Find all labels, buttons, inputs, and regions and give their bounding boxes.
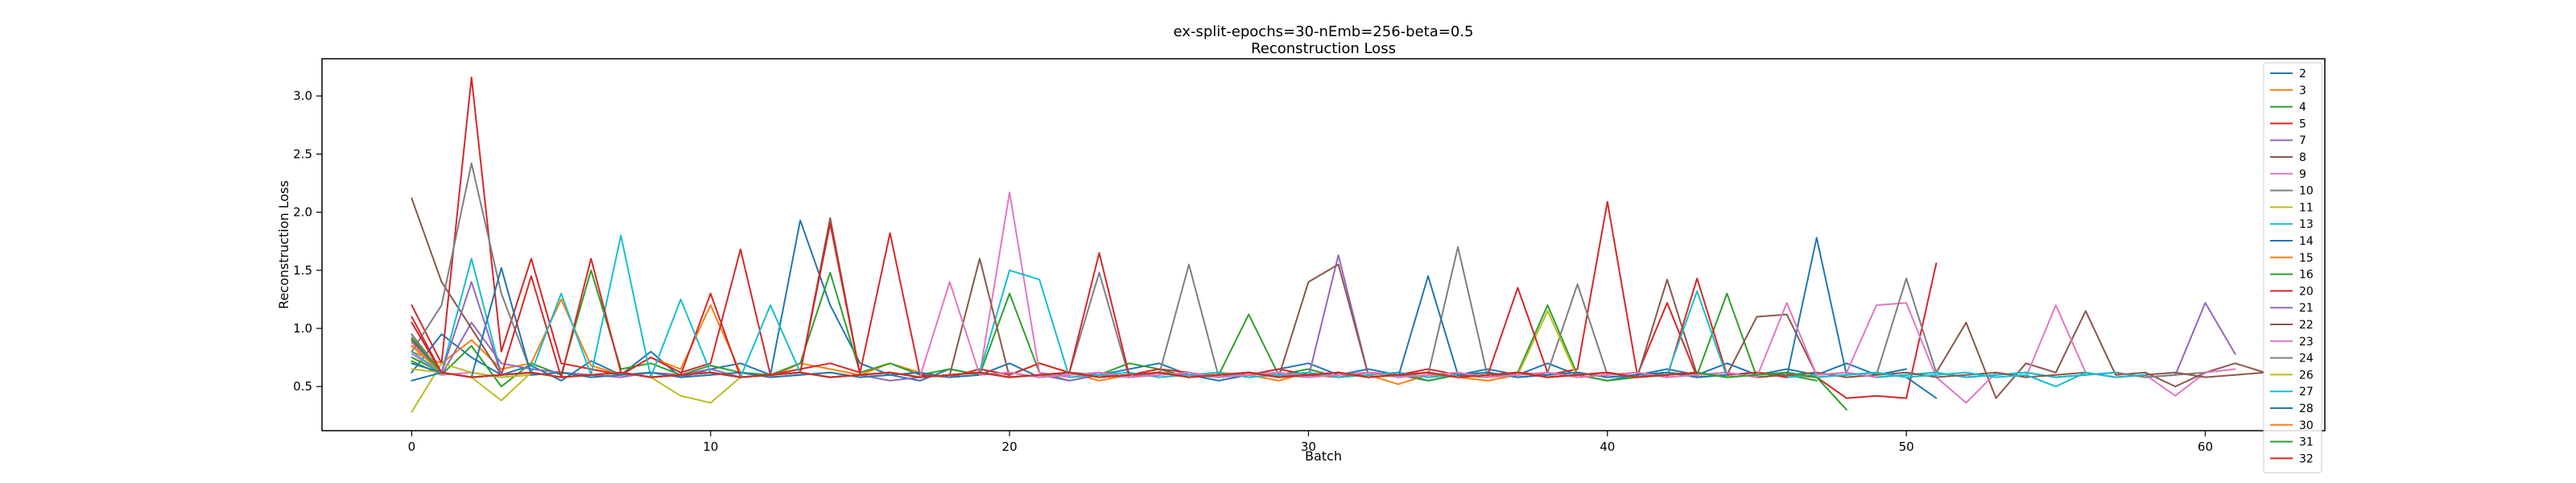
y-tick-label: 0.5 bbox=[293, 379, 312, 394]
y-tick-label: 2.0 bbox=[293, 205, 312, 220]
series-line-32 bbox=[411, 321, 1699, 378]
series-line-13 bbox=[411, 234, 2117, 378]
legend-label-22: 22 bbox=[2299, 319, 2314, 332]
legend-label-14: 14 bbox=[2299, 235, 2314, 248]
x-tick-label: 20 bbox=[1002, 440, 1018, 454]
legend-box bbox=[2263, 62, 2322, 473]
plot-frame bbox=[321, 58, 2326, 431]
series-line-5 bbox=[411, 76, 1938, 399]
y-tick-label: 1.0 bbox=[293, 321, 312, 336]
x-tick-label: 60 bbox=[2198, 440, 2213, 454]
series-line-4 bbox=[411, 269, 1818, 388]
x-axis: 0 10 20 30 40 50 60 bbox=[408, 431, 2213, 454]
legend-label-28: 28 bbox=[2299, 402, 2314, 415]
x-tick-label: 40 bbox=[1600, 440, 1615, 454]
chart-title: ex-split-epochs=30-nEmb=256-beta=0.5 bbox=[1174, 23, 1474, 40]
legend-label-26: 26 bbox=[2299, 369, 2314, 382]
chart-subtitle: Reconstruction Loss bbox=[1251, 40, 1396, 57]
y-axis-label: Reconstruction Loss bbox=[276, 180, 291, 309]
legend-label-11: 11 bbox=[2299, 201, 2314, 214]
legend-label-23: 23 bbox=[2299, 336, 2314, 349]
legend-label-7: 7 bbox=[2299, 134, 2306, 147]
legend-label-16: 16 bbox=[2299, 269, 2314, 282]
y-tick-label: 3.0 bbox=[293, 89, 312, 103]
series-layer bbox=[411, 76, 2266, 413]
legend-label-30: 30 bbox=[2299, 419, 2314, 432]
legend-label-24: 24 bbox=[2299, 353, 2314, 365]
x-axis-label: Batch bbox=[1305, 448, 1342, 464]
x-tick-label: 10 bbox=[703, 440, 718, 454]
x-tick-label: 0 bbox=[408, 440, 416, 454]
legend-label-4: 4 bbox=[2299, 101, 2306, 114]
x-tick-label: 50 bbox=[1899, 440, 1914, 454]
legend: 2345789101113141516202122232426272830313… bbox=[2263, 62, 2322, 473]
legend-label-2: 2 bbox=[2299, 68, 2306, 80]
legend-label-5: 5 bbox=[2299, 118, 2306, 130]
legend-label-13: 13 bbox=[2299, 218, 2314, 231]
legend-label-31: 31 bbox=[2299, 436, 2314, 449]
legend-label-21: 21 bbox=[2299, 302, 2314, 315]
legend-label-10: 10 bbox=[2299, 185, 2314, 198]
series-line-22 bbox=[411, 258, 2266, 378]
y-axis: 0.5 1.0 1.5 2.0 2.5 3.0 bbox=[293, 89, 322, 394]
legend-label-32: 32 bbox=[2299, 452, 2314, 465]
x-tick-label: 30 bbox=[1301, 440, 1316, 454]
legend-label-20: 20 bbox=[2299, 285, 2314, 298]
legend-label-9: 9 bbox=[2299, 168, 2306, 181]
series-line-2 bbox=[411, 219, 1908, 382]
series-line-10 bbox=[411, 162, 2207, 378]
series-line-8 bbox=[411, 197, 2266, 399]
legend-label-8: 8 bbox=[2299, 151, 2306, 164]
y-tick-label: 1.5 bbox=[293, 263, 312, 278]
y-tick-label: 2.5 bbox=[293, 147, 312, 161]
legend-label-3: 3 bbox=[2299, 85, 2306, 97]
legend-label-15: 15 bbox=[2299, 252, 2314, 265]
legend-label-27: 27 bbox=[2299, 386, 2314, 398]
